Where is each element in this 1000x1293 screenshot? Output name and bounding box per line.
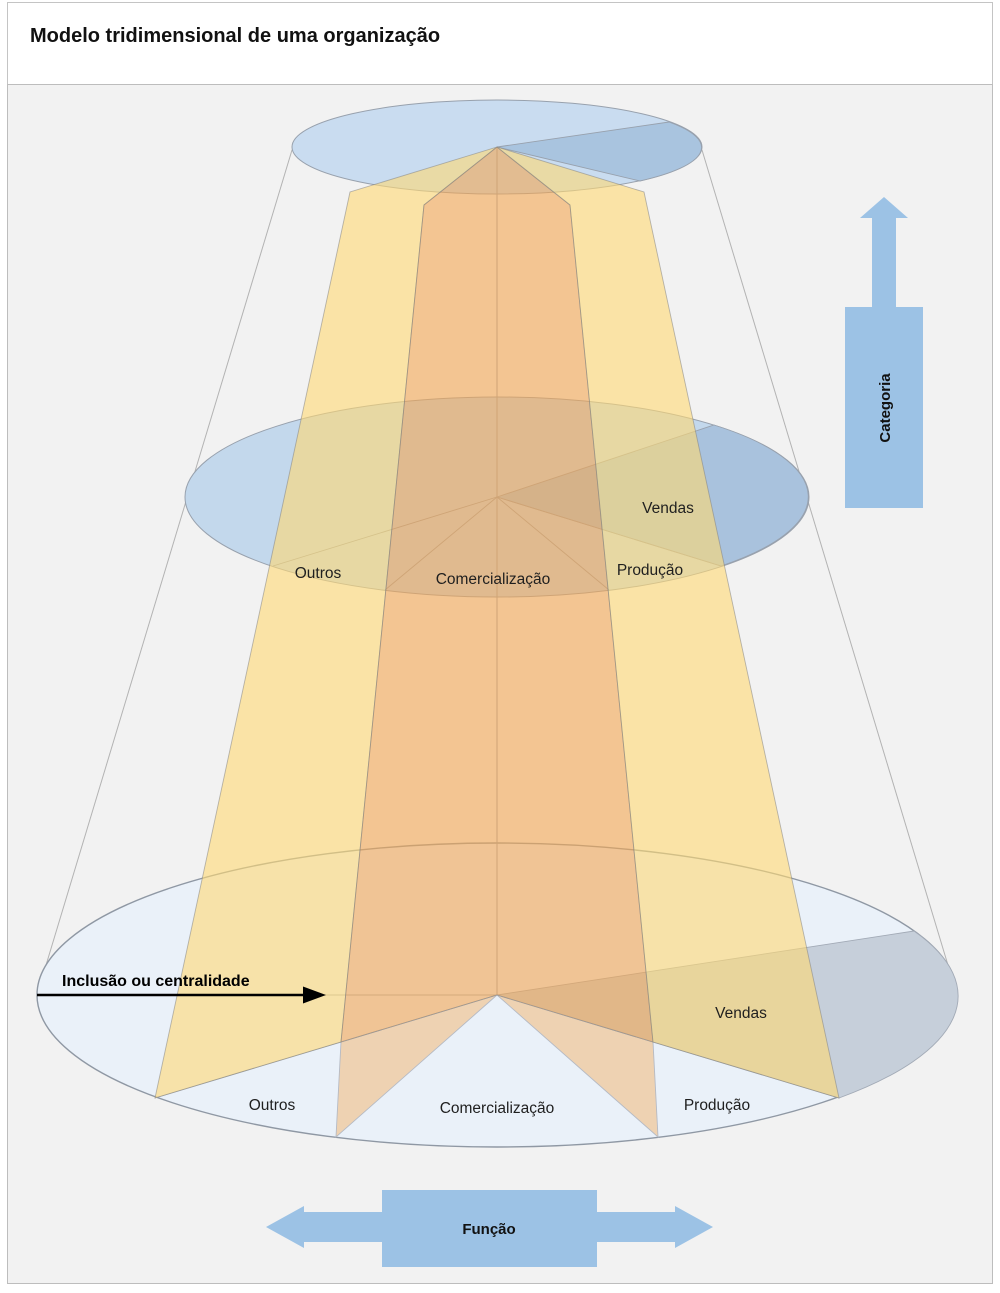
inclusion-arrow-label: Inclusão ou centralidade <box>62 973 250 990</box>
cone-right-edge <box>701 149 958 996</box>
bottom-label-comercializacao: Comercialização <box>440 1100 555 1117</box>
inclusion-arrowhead-icon <box>303 986 326 1004</box>
middle-label-comercializacao: Comercialização <box>436 571 551 588</box>
funcao-left-arrowhead-icon <box>266 1206 304 1248</box>
page-title: Modelo tridimensional de uma organização <box>30 25 440 47</box>
categoria-label-box <box>845 307 923 508</box>
middle-label-vendas: Vendas <box>642 500 694 517</box>
categoria-axis-arrow: Categoria <box>845 197 923 508</box>
funcao-axis-label: Função <box>462 1221 515 1238</box>
middle-label-outros: Outros <box>295 565 342 582</box>
funcao-axis-arrow: Função <box>266 1190 713 1267</box>
cone-left-edge <box>36 149 293 996</box>
funcao-right-shaft <box>596 1212 677 1242</box>
band-yellow-right <box>496 146 840 1099</box>
inclusion-arrow: Inclusão ou centralidade <box>37 973 326 1004</box>
categoria-arrow-shaft <box>872 217 896 308</box>
funcao-left-shaft <box>302 1212 383 1242</box>
categoria-axis-label: Categoria <box>877 373 894 443</box>
funcao-right-arrowhead-icon <box>675 1206 713 1248</box>
middle-label-producao: Produção <box>617 562 683 579</box>
bottom-label-vendas: Vendas <box>715 1005 767 1022</box>
top-dark-sector <box>496 121 703 182</box>
bottom-label-outros: Outros <box>249 1097 296 1114</box>
categoria-arrowhead-icon <box>860 197 908 218</box>
funcao-label-box <box>382 1190 597 1267</box>
bottom-label-producao: Produção <box>684 1097 750 1114</box>
